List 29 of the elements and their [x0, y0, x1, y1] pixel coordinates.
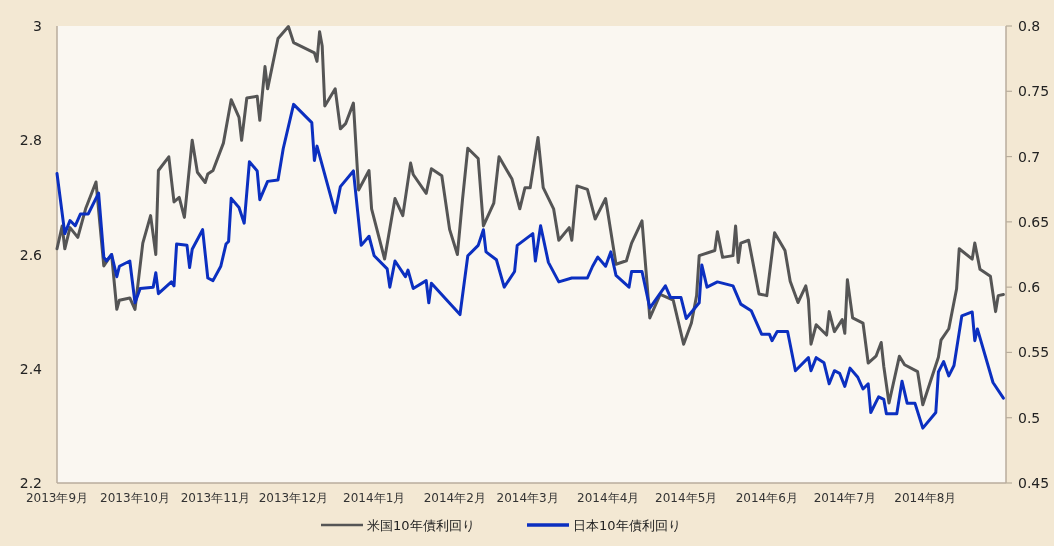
y-tick-label: 2.4: [19, 360, 43, 377]
y2-tick-label: 0.55: [1018, 344, 1050, 361]
y-tick-label: 2.2: [19, 475, 42, 491]
y-tick-label: 2.6: [19, 246, 43, 263]
x-tick-label: 2013年12月: [258, 491, 329, 505]
line-series: [55, 102, 1005, 430]
x-tick-label: 2014年2月: [423, 491, 486, 505]
x-tick-label: 2014年5月: [655, 491, 718, 505]
y-tick-label: 2.8: [19, 132, 42, 149]
x-tick-label: 2013年10月: [100, 491, 170, 505]
x-tick-label: 2014年3月: [496, 491, 559, 505]
x-tick-label: 2014年4月: [577, 491, 640, 505]
x-tick-label: 2014年6月: [735, 491, 798, 505]
y2-tick-label: 0.8: [1018, 18, 1041, 34]
x-tick-label: 2013年11月: [180, 491, 251, 505]
y2-tick-label: 0.75: [1018, 83, 1050, 100]
x-tick-label: 2013年9月: [25, 491, 89, 505]
x-tick-label: 2014年8月: [894, 491, 957, 505]
line-series: [55, 25, 1005, 407]
y2-tick-label: 0.45: [1018, 475, 1050, 491]
y2-tick-label: 0.7: [1018, 148, 1041, 165]
legend-label: 米国10年債利回り: [367, 518, 475, 533]
y-tick-label: 3: [33, 18, 42, 34]
y2-tick-label: 0.65: [1018, 213, 1050, 230]
x-tick-label: 2014年1月: [343, 491, 406, 505]
y2-tick-label: 0.6: [1018, 279, 1041, 296]
y2-tick-label: 0.5: [1018, 409, 1041, 426]
legend-label: 日本10年債利回り: [573, 518, 681, 533]
x-tick-label: 2014年7月: [813, 491, 876, 505]
